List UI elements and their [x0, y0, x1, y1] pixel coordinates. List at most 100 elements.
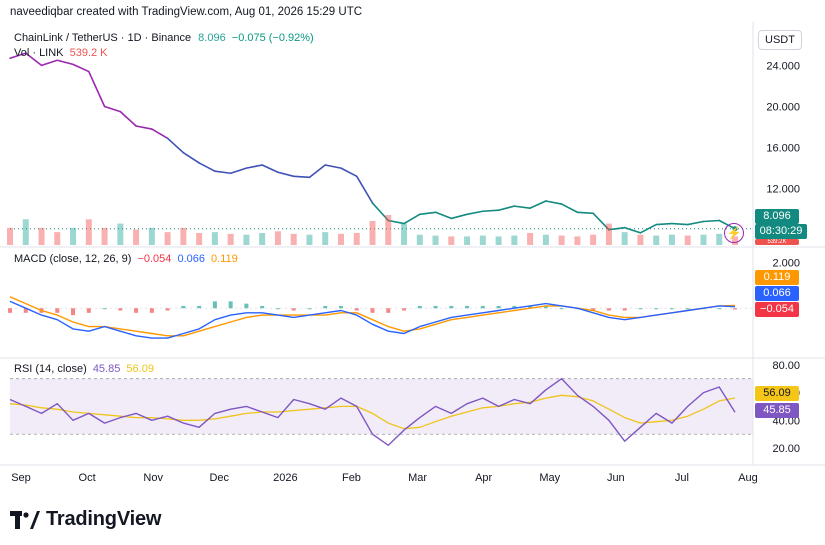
time-tick-label: Apr: [475, 472, 492, 484]
volume-bar: [322, 232, 329, 245]
macd-histogram-bar: [165, 308, 170, 311]
price-line-segment: [482, 209, 500, 213]
price-line-segment: [9, 52, 27, 60]
price-line-segment: [245, 164, 263, 169]
rsi-ma-tag: 56.09: [755, 386, 799, 401]
price-line-segment: [56, 59, 74, 66]
tradingview-logo-icon: [10, 510, 40, 529]
volume-bar: [337, 233, 344, 245]
macd-histogram-bar: [543, 305, 548, 309]
price-line-segment: [166, 137, 185, 154]
volume-bar: [227, 233, 234, 245]
macd-histogram-bar: [559, 308, 564, 310]
price-line-segment: [623, 226, 642, 234]
volume-bar: [621, 232, 628, 245]
macd-histogram-bar: [197, 305, 202, 309]
volume-bar: [542, 234, 549, 245]
macd-histogram-bar: [638, 308, 643, 310]
price-tick-label: 16.000: [766, 143, 800, 155]
price-line-segment: [608, 226, 626, 231]
macd-histogram-bar: [244, 303, 249, 309]
price-line-segment: [403, 213, 421, 225]
volume-bar: [558, 235, 565, 245]
macd-histogram-bar: [149, 308, 154, 313]
price-line-segment: [151, 128, 169, 140]
macd-histogram-bar: [606, 308, 611, 311]
macd-histogram-bar: [417, 305, 422, 309]
price-line-segment: [576, 211, 594, 215]
price-line-segment: [387, 219, 405, 225]
price-tick-label: 12.000: [766, 184, 800, 196]
price-line-segment: [371, 202, 390, 222]
volume-bar: [495, 236, 502, 245]
price-line-segment: [450, 213, 468, 220]
macd-line-tag: 0.066: [755, 286, 799, 301]
price-value: 8.096: [198, 32, 226, 44]
rsi-band: [10, 378, 753, 435]
price-line-segment: [24, 52, 43, 67]
macd-pane[interactable]: [8, 296, 753, 339]
price-line-segment: [182, 151, 200, 164]
price-line-segment: [545, 200, 563, 205]
rsi-tick-label: 20.00: [772, 443, 800, 455]
macd-histogram-bar: [260, 305, 265, 309]
price-line-segment: [466, 210, 484, 216]
symbol-label[interactable]: ChainLink / TetherUS · 1D · Binance: [14, 32, 192, 44]
rsi-value: 45.85: [92, 363, 121, 375]
price-line-segment: [229, 167, 248, 175]
volume-bar: [180, 227, 187, 245]
macd-line-value: 0.066: [177, 253, 205, 265]
volume-bar: [590, 234, 597, 245]
volume-bar: [101, 227, 108, 245]
volume-bar: [290, 233, 297, 245]
axes: 24.000 20.000 16.000 12.000 Sep Oct Nov Dec 2026…: [0, 22, 825, 484]
volume-label[interactable]: Vol · LINK: [14, 47, 64, 59]
price-line-segment: [292, 175, 311, 179]
rsi-tick-label: 80.00: [772, 360, 800, 372]
volume-bar: [211, 232, 218, 245]
macd-histogram-bar: [591, 308, 596, 311]
price-line-segment: [40, 59, 59, 67]
price-line-segment: [418, 211, 437, 216]
macd-signal-line: [9, 296, 736, 337]
macd-histogram-bar: [370, 308, 375, 313]
price-tick-label: 20.000: [766, 101, 800, 113]
macd-signal-tag: 0.119: [755, 270, 799, 285]
price-pane[interactable]: [9, 52, 753, 234]
volume-bar: [637, 234, 644, 245]
volume-bar: [7, 227, 13, 245]
rsi-pane[interactable]: [9, 378, 753, 446]
price-line-segment: [103, 105, 122, 113]
brand[interactable]: TradingView: [10, 508, 161, 531]
macd-histogram-bar: [118, 308, 123, 311]
price-line-segment: [434, 211, 453, 220]
macd-histogram-bar: [433, 305, 438, 309]
rsi-ma-line: [9, 394, 736, 430]
macd-label[interactable]: MACD (close, 12, 26, 9): [14, 253, 132, 265]
price-line-segment: [560, 203, 579, 214]
rsi-label[interactable]: RSI (14, close): [14, 363, 87, 375]
price-tick-label: 24.000: [766, 60, 800, 72]
time-tick-label: Jul: [675, 472, 689, 484]
macd-legend: MACD (close, 12, 26, 9) −0.054 0.066 0.1…: [14, 253, 238, 265]
macd-histogram-bar: [465, 305, 470, 309]
macd-histogram-bar: [8, 308, 12, 313]
lightning-alert-icon[interactable]: ⚡: [724, 223, 744, 243]
time-tick-label: 2026: [273, 472, 297, 484]
time-tick-label: Aug: [738, 472, 758, 484]
volume-bar: [464, 236, 471, 245]
price-change: −0.075 (−0.92%): [231, 32, 314, 44]
macd-histogram-bar: [102, 308, 107, 310]
attribution: naveediqbar created with TradingView.com…: [10, 6, 363, 18]
volume-bar: [574, 236, 581, 245]
price-line-segment: [119, 110, 137, 127]
macd-histogram-bar: [669, 308, 674, 310]
currency-button[interactable]: USDT: [758, 30, 802, 50]
price-line-segment: [513, 205, 531, 209]
macd-histogram-bar: [55, 308, 60, 313]
volume-bar: [133, 229, 140, 245]
time-tick-label: Feb: [342, 472, 361, 484]
volume-pane: [7, 215, 738, 245]
price-line-segment: [198, 162, 216, 172]
